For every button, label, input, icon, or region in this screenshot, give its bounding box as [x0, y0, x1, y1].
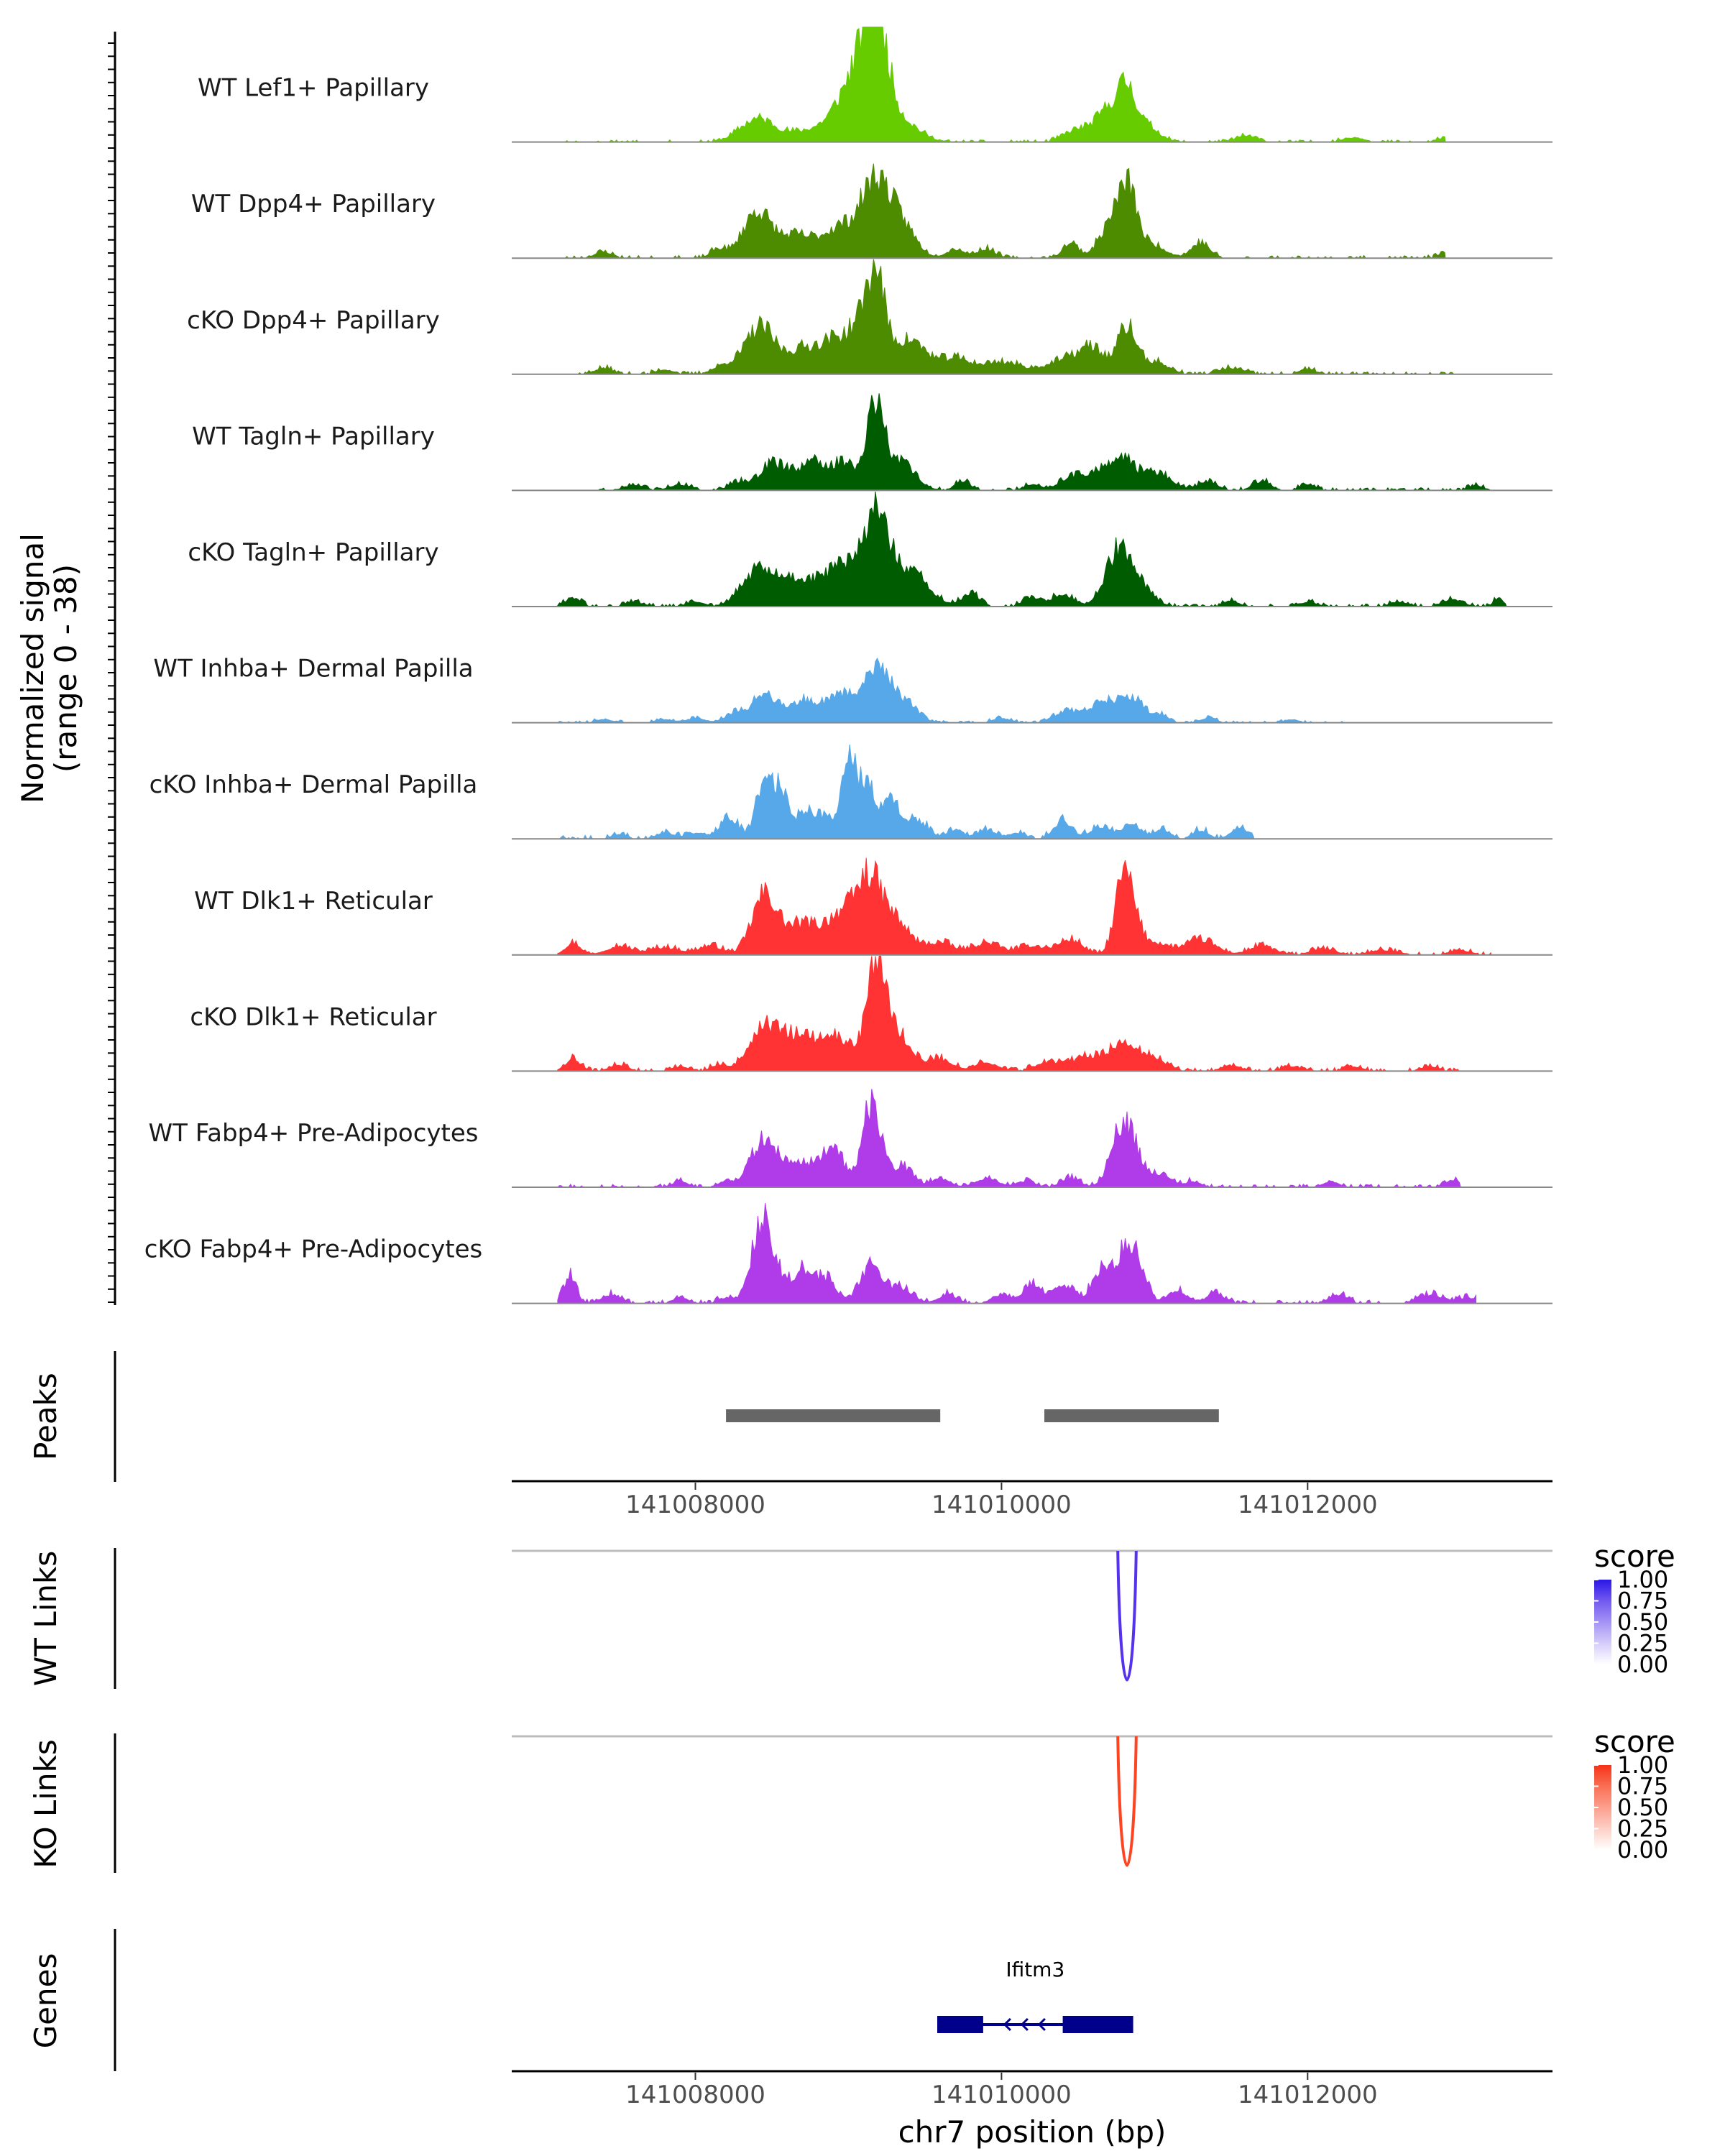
coverage-track: cKO Inhba+ Dermal Papilla	[150, 745, 1552, 840]
coverage-panel: Normalized signal (range 0 - 38) WT Lef1…	[15, 27, 1552, 1305]
coverage-track: WT Lef1+ Papillary	[198, 27, 1552, 143]
gene-exon	[1062, 2016, 1133, 2033]
gene-strand-arrow	[1003, 2017, 1011, 2032]
coverage-y-label: Normalized signal (range 0 - 38)	[15, 533, 83, 803]
coverage-track: WT Fabp4+ Pre-Adipocytes	[149, 1089, 1552, 1188]
x-axis-title: chr7 position (bp)	[898, 2114, 1167, 2150]
links-label: WT Links	[28, 1551, 63, 1686]
coverage-track: WT Tagln+ Papillary	[192, 393, 1552, 492]
gene-strand-arrow	[1037, 2017, 1046, 2032]
genes-panel: Genes Ifitm3 141008000 141010000 141012000…	[28, 1929, 1552, 2150]
legend-tick-label: 1.00	[1617, 1751, 1668, 1779]
coverage-track: WT Dpp4+ Papillary	[191, 163, 1552, 259]
coverage-track-signal	[557, 491, 1507, 607]
legend-tick-label: 0.75	[1617, 1773, 1668, 1800]
coverage-track-signal	[557, 1203, 1476, 1304]
coverage-track: WT Inhba+ Dermal Papilla	[153, 655, 1552, 724]
coverage-track-signal	[557, 745, 1255, 840]
x-tick-label: 141010000	[932, 2081, 1072, 2109]
coverage-track-label: WT Fabp4+ Pre-Adipocytes	[149, 1119, 479, 1148]
legend-tick-label: 0.00	[1617, 1651, 1668, 1678]
coverage-track-label: cKO Inhba+ Dermal Papilla	[150, 770, 478, 799]
coverage-track-label: cKO Fabp4+ Pre-Adipocytes	[144, 1235, 483, 1264]
coverage-track-signal	[557, 955, 1461, 1072]
gene-model: Ifitm3	[937, 1958, 1133, 2033]
gene-exon	[937, 2016, 983, 2033]
peak-region	[726, 1409, 941, 1422]
coverage-track: WT Dlk1+ Reticular	[194, 857, 1552, 956]
links-label: KO Links	[28, 1739, 63, 1869]
coverage-y-ticks	[108, 42, 115, 1303]
gene-strand-arrow	[1020, 2017, 1029, 2032]
x-ticks-top: 141008000 141010000 141012000	[625, 1483, 1378, 1519]
peak-region	[1044, 1409, 1219, 1422]
coverage-track: cKO Tagln+ Papillary	[188, 491, 1552, 607]
legend-tick-label: 0.00	[1617, 1836, 1668, 1864]
link-arc	[1116, 1736, 1138, 1867]
coverage-track-label: cKO Dpp4+ Papillary	[187, 306, 440, 335]
x-tick-label: 141012000	[1238, 1491, 1378, 1519]
legend-tick-label: 1.00	[1617, 1566, 1668, 1593]
coverage-track: cKO Dlk1+ Reticular	[190, 955, 1552, 1072]
coverage-y-label-line2: (range 0 - 38)	[48, 564, 83, 773]
genes-label: Genes	[28, 1953, 63, 2049]
coverage-track-signal	[557, 163, 1446, 259]
legend-tick-label: 0.75	[1617, 1588, 1668, 1615]
peaks-label: Peaks	[28, 1373, 63, 1460]
coverage-track-label: WT Lef1+ Papillary	[198, 74, 429, 103]
coverage-track-signal	[557, 857, 1492, 956]
coverage-y-label-line1: Normalized signal	[15, 533, 50, 803]
coverage-track-signal	[557, 259, 1461, 375]
peaks-panel: Peaks 141008000 141010000 141012000	[28, 1351, 1552, 1519]
gene-name: Ifitm3	[1006, 1958, 1064, 1981]
legend-tick-label: 0.25	[1617, 1815, 1668, 1843]
x-ticks-bottom: 141008000 141010000 141012000	[625, 2073, 1378, 2109]
x-tick-label: 141008000	[625, 2081, 765, 2109]
coverage-tracks: WT Lef1+ Papillary WT Dpp4+ Papillary cKO …	[144, 27, 1552, 1304]
legend-tick-label: 0.50	[1617, 1608, 1668, 1636]
coverage-track-label: WT Dlk1+ Reticular	[194, 887, 433, 916]
coverage-track-label: cKO Dlk1+ Reticular	[190, 1003, 436, 1031]
peak-regions	[726, 1409, 1219, 1422]
x-tick-label: 141010000	[932, 1491, 1072, 1519]
legend-tick-label: 0.25	[1617, 1630, 1668, 1657]
x-tick-label: 141012000	[1238, 2081, 1378, 2109]
coverage-track-label: WT Inhba+ Dermal Papilla	[153, 655, 473, 683]
coverage-track-label: cKO Tagln+ Papillary	[188, 538, 438, 567]
coverage-track: cKO Fabp4+ Pre-Adipocytes	[144, 1203, 1552, 1304]
legend-title: score	[1594, 1539, 1675, 1574]
link-arc	[1116, 1550, 1138, 1682]
gene-models: Ifitm3	[937, 1958, 1133, 2033]
x-tick-label: 141008000	[625, 1491, 765, 1519]
coverage-track-label: WT Tagln+ Papillary	[192, 422, 435, 451]
coverage-track: cKO Dpp4+ Papillary	[187, 259, 1552, 375]
legend-title: score	[1594, 1724, 1675, 1759]
legend-tick-label: 0.50	[1617, 1794, 1668, 1821]
coverage-track-label: WT Dpp4+ Papillary	[191, 190, 436, 218]
